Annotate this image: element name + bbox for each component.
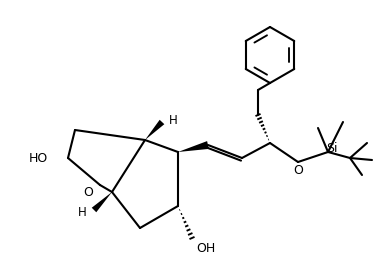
- Polygon shape: [92, 192, 112, 212]
- Text: H: H: [169, 113, 178, 127]
- Text: OH: OH: [196, 242, 215, 255]
- Polygon shape: [145, 120, 164, 140]
- Text: Si: Si: [326, 141, 338, 155]
- Text: H: H: [78, 206, 87, 218]
- Text: HO: HO: [29, 151, 48, 165]
- Text: O: O: [83, 186, 93, 199]
- Polygon shape: [178, 141, 209, 152]
- Text: O: O: [293, 164, 303, 176]
